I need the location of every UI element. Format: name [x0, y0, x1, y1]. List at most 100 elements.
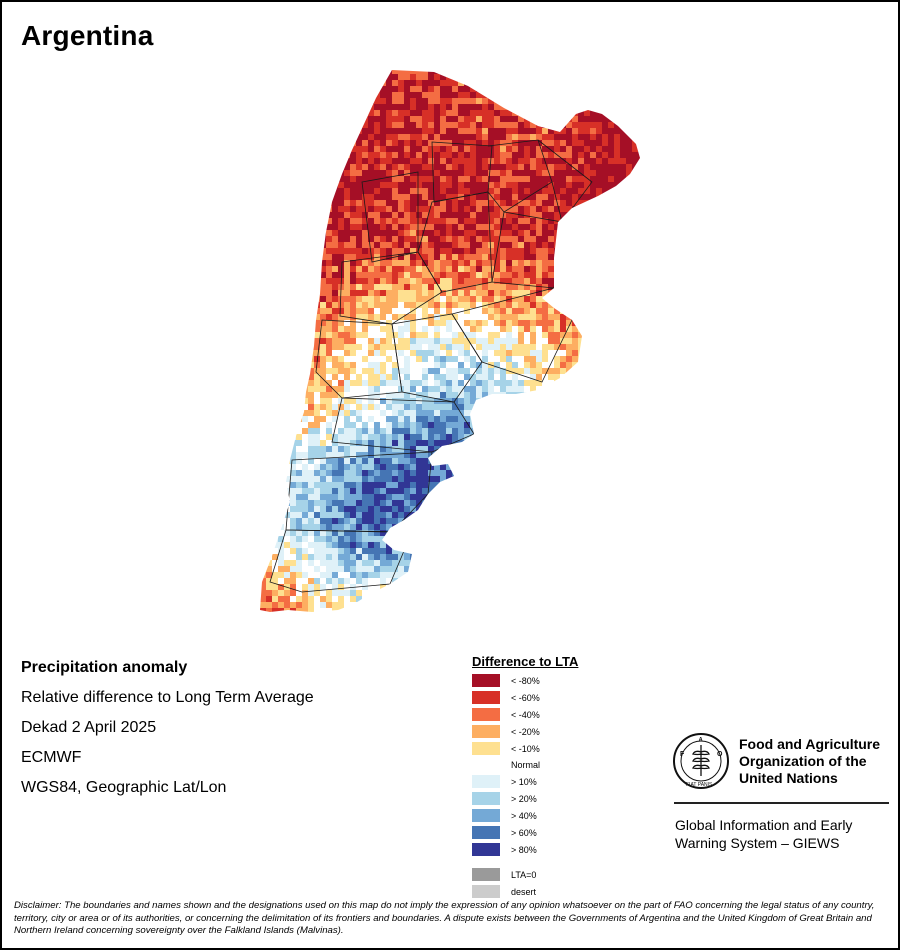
- anomaly-cell: [254, 410, 260, 416]
- anomaly-cell: [536, 194, 542, 200]
- anomaly-cell: [398, 284, 404, 290]
- anomaly-cell: [524, 74, 530, 80]
- anomaly-cell: [392, 70, 398, 74]
- anomaly-cell: [596, 482, 602, 488]
- anomaly-cell: [494, 446, 500, 452]
- anomaly-cell: [326, 206, 332, 212]
- anomaly-cell: [494, 242, 500, 248]
- anomaly-cell: [416, 152, 422, 158]
- anomaly-cell: [452, 194, 458, 200]
- anomaly-cell: [392, 212, 398, 218]
- anomaly-cell: [632, 74, 638, 80]
- anomaly-cell: [578, 80, 584, 86]
- anomaly-cell: [578, 260, 584, 266]
- anomaly-cell: [554, 440, 560, 446]
- anomaly-cell: [362, 476, 368, 482]
- anomaly-cell: [356, 452, 362, 458]
- anomaly-cell: [368, 158, 374, 164]
- anomaly-cell: [434, 404, 440, 410]
- anomaly-cell: [554, 272, 560, 278]
- anomaly-cell: [452, 278, 458, 284]
- anomaly-cell: [590, 272, 596, 278]
- anomaly-cell: [350, 404, 356, 410]
- anomaly-cell: [260, 434, 266, 440]
- anomaly-cell: [452, 392, 458, 398]
- anomaly-cell: [620, 80, 626, 86]
- anomaly-cell: [500, 158, 506, 164]
- anomaly-cell: [434, 464, 440, 470]
- anomaly-cell: [368, 242, 374, 248]
- anomaly-cell: [428, 146, 434, 152]
- anomaly-cell: [638, 356, 640, 362]
- anomaly-cell: [410, 248, 416, 254]
- anomaly-cell: [266, 254, 272, 260]
- anomaly-cell: [608, 284, 614, 290]
- anomaly-cell: [362, 314, 368, 320]
- anomaly-cell: [356, 140, 362, 146]
- anomaly-cell: [458, 218, 464, 224]
- anomaly-cell: [266, 176, 272, 182]
- anomaly-cell: [368, 176, 374, 182]
- anomaly-cell: [536, 74, 542, 80]
- anomaly-cell: [530, 236, 536, 242]
- anomaly-cell: [284, 230, 290, 236]
- anomaly-cell: [530, 326, 536, 332]
- anomaly-cell: [632, 482, 638, 488]
- anomaly-cell: [596, 476, 602, 482]
- anomaly-cell: [608, 260, 614, 266]
- anomaly-cell: [266, 218, 272, 224]
- anomaly-cell: [656, 74, 662, 80]
- anomaly-cell: [596, 194, 602, 200]
- anomaly-cell: [590, 326, 596, 332]
- anomaly-cell: [512, 152, 518, 158]
- anomaly-cell: [578, 398, 584, 404]
- anomaly-cell: [398, 170, 404, 176]
- anomaly-cell: [398, 428, 404, 434]
- anomaly-cell: [404, 164, 410, 170]
- anomaly-cell: [560, 230, 566, 236]
- anomaly-cell: [578, 386, 584, 392]
- anomaly-cell: [254, 272, 260, 278]
- anomaly-cell: [356, 398, 362, 404]
- anomaly-cell: [548, 440, 554, 446]
- anomaly-cell: [290, 308, 296, 314]
- anomaly-cell: [260, 92, 266, 98]
- anomaly-cell: [656, 62, 662, 68]
- anomaly-cell: [656, 440, 662, 446]
- anomaly-cell: [434, 236, 440, 242]
- anomaly-cell: [464, 182, 470, 188]
- anomaly-cell: [338, 182, 344, 188]
- anomaly-cell: [296, 374, 302, 380]
- anomaly-cell: [464, 290, 470, 296]
- anomaly-cell: [278, 308, 284, 314]
- anomaly-cell: [494, 194, 500, 200]
- anomaly-cell: [590, 278, 596, 284]
- anomaly-cell: [596, 332, 602, 338]
- anomaly-cell: [608, 86, 614, 92]
- anomaly-cell: [656, 302, 662, 308]
- anomaly-cell: [530, 140, 536, 146]
- anomaly-cell: [266, 140, 272, 146]
- anomaly-cell: [476, 458, 482, 464]
- anomaly-cell: [404, 416, 410, 422]
- anomaly-cell: [320, 230, 326, 236]
- anomaly-cell: [482, 428, 488, 434]
- anomaly-cell: [266, 320, 272, 326]
- anomaly-cell: [320, 158, 326, 164]
- anomaly-cell: [614, 464, 620, 470]
- anomaly-cell: [380, 176, 386, 182]
- anomaly-cell: [590, 344, 596, 350]
- anomaly-cell: [392, 410, 398, 416]
- anomaly-cell: [506, 428, 512, 434]
- anomaly-cell: [332, 290, 338, 296]
- anomaly-cell: [368, 272, 374, 278]
- anomaly-cell: [542, 434, 548, 440]
- anomaly-cell: [416, 446, 422, 452]
- anomaly-cell: [542, 332, 548, 338]
- anomaly-cell: [548, 152, 554, 158]
- anomaly-cell: [488, 122, 494, 128]
- anomaly-cell: [302, 128, 308, 134]
- anomaly-cell: [542, 320, 548, 326]
- anomaly-cell: [476, 224, 482, 230]
- anomaly-cell: [518, 398, 524, 404]
